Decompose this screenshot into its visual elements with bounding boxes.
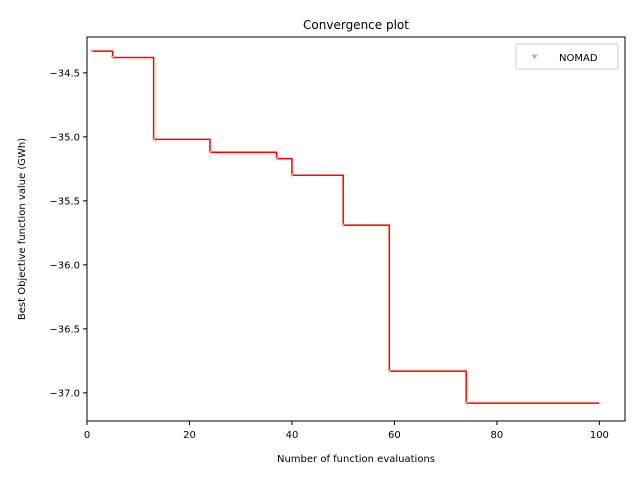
y-tick-label: −34.5 <box>49 68 80 79</box>
data-point <box>464 401 469 406</box>
data-point <box>341 223 346 228</box>
legend-entry-label: NOMAD <box>559 53 598 64</box>
plot-area <box>87 37 625 421</box>
chart-title: Convergence plot <box>303 18 409 32</box>
legend-box <box>515 43 619 70</box>
legend: NOMAD <box>515 43 619 70</box>
series-layer <box>90 49 600 406</box>
data-point <box>289 173 294 178</box>
y-axis-label: Best Objective function value (GWh) <box>17 138 28 320</box>
y-tick-label: −37.0 <box>49 388 80 399</box>
y-tick-label: −35.5 <box>49 196 80 207</box>
y-tick-label: −35.0 <box>49 132 80 143</box>
x-tick-label: 60 <box>388 430 401 441</box>
legend-triangle-marker <box>531 54 538 60</box>
data-point <box>274 157 279 161</box>
x-tick-label: 0 <box>84 430 90 441</box>
x-tick-label: 80 <box>491 430 504 441</box>
axes-frame <box>86 36 626 422</box>
y-tick-label: −36.5 <box>49 324 80 335</box>
x-tick-label: 40 <box>286 430 299 441</box>
axes-layer: 0 20 40 60 80 100 −34.5 −35.0 −35.5 −36.0 −36.5 −37… <box>49 36 626 441</box>
data-point <box>207 150 212 155</box>
y-tick-label: −36.0 <box>49 260 80 271</box>
plot-background <box>87 37 625 421</box>
data-point <box>387 369 392 374</box>
x-axis-label: Number of function evaluations <box>277 454 435 465</box>
data-point <box>151 137 156 142</box>
series-line <box>92 50 600 404</box>
data-point <box>90 49 95 54</box>
data-point <box>110 55 115 60</box>
x-tick-label: 20 <box>183 430 196 441</box>
x-tick-label: 100 <box>590 430 609 441</box>
